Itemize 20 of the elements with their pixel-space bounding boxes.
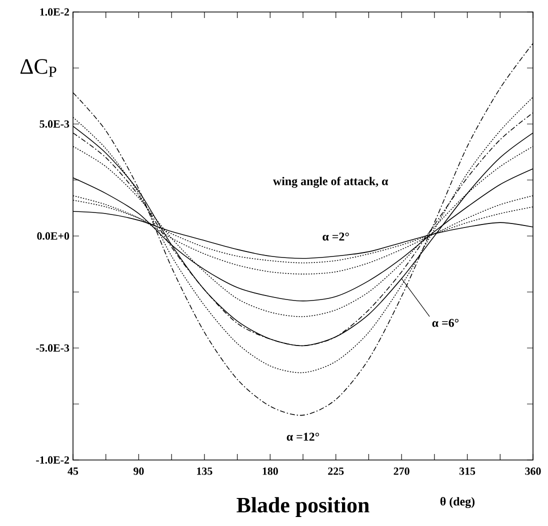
annotation: wing angle of attack, α: [273, 176, 388, 188]
x-tick-label: 45: [68, 468, 78, 475]
y-axis-title: ΔC$_{P}$: [20, 59, 56, 77]
x-tick-label: 360: [525, 468, 541, 475]
x-tick-label: 270: [394, 468, 410, 475]
y-tick-label: 5.0E-3: [40, 120, 70, 128]
x-tick-label: 135: [197, 468, 212, 475]
annotation: α =6°: [432, 318, 459, 327]
x-tick-label: 180: [262, 468, 278, 475]
text: θ (deg): [440, 497, 475, 508]
y-tick-label: 0.0E+0: [37, 232, 70, 240]
y-tick-label: -1.0E-2: [36, 456, 69, 464]
y-tick-label: -5.0E-3: [36, 344, 70, 352]
y-tick-label: 1.0E-2: [40, 8, 69, 16]
x-tick-label: 225: [328, 468, 344, 475]
x-tick-label: 90: [134, 468, 144, 475]
annotation: α =12°: [286, 432, 320, 441]
x-tick-label: 315: [459, 468, 476, 475]
x-axis-title: Blade position: [236, 497, 370, 517]
annotation: α =2°: [322, 232, 349, 241]
